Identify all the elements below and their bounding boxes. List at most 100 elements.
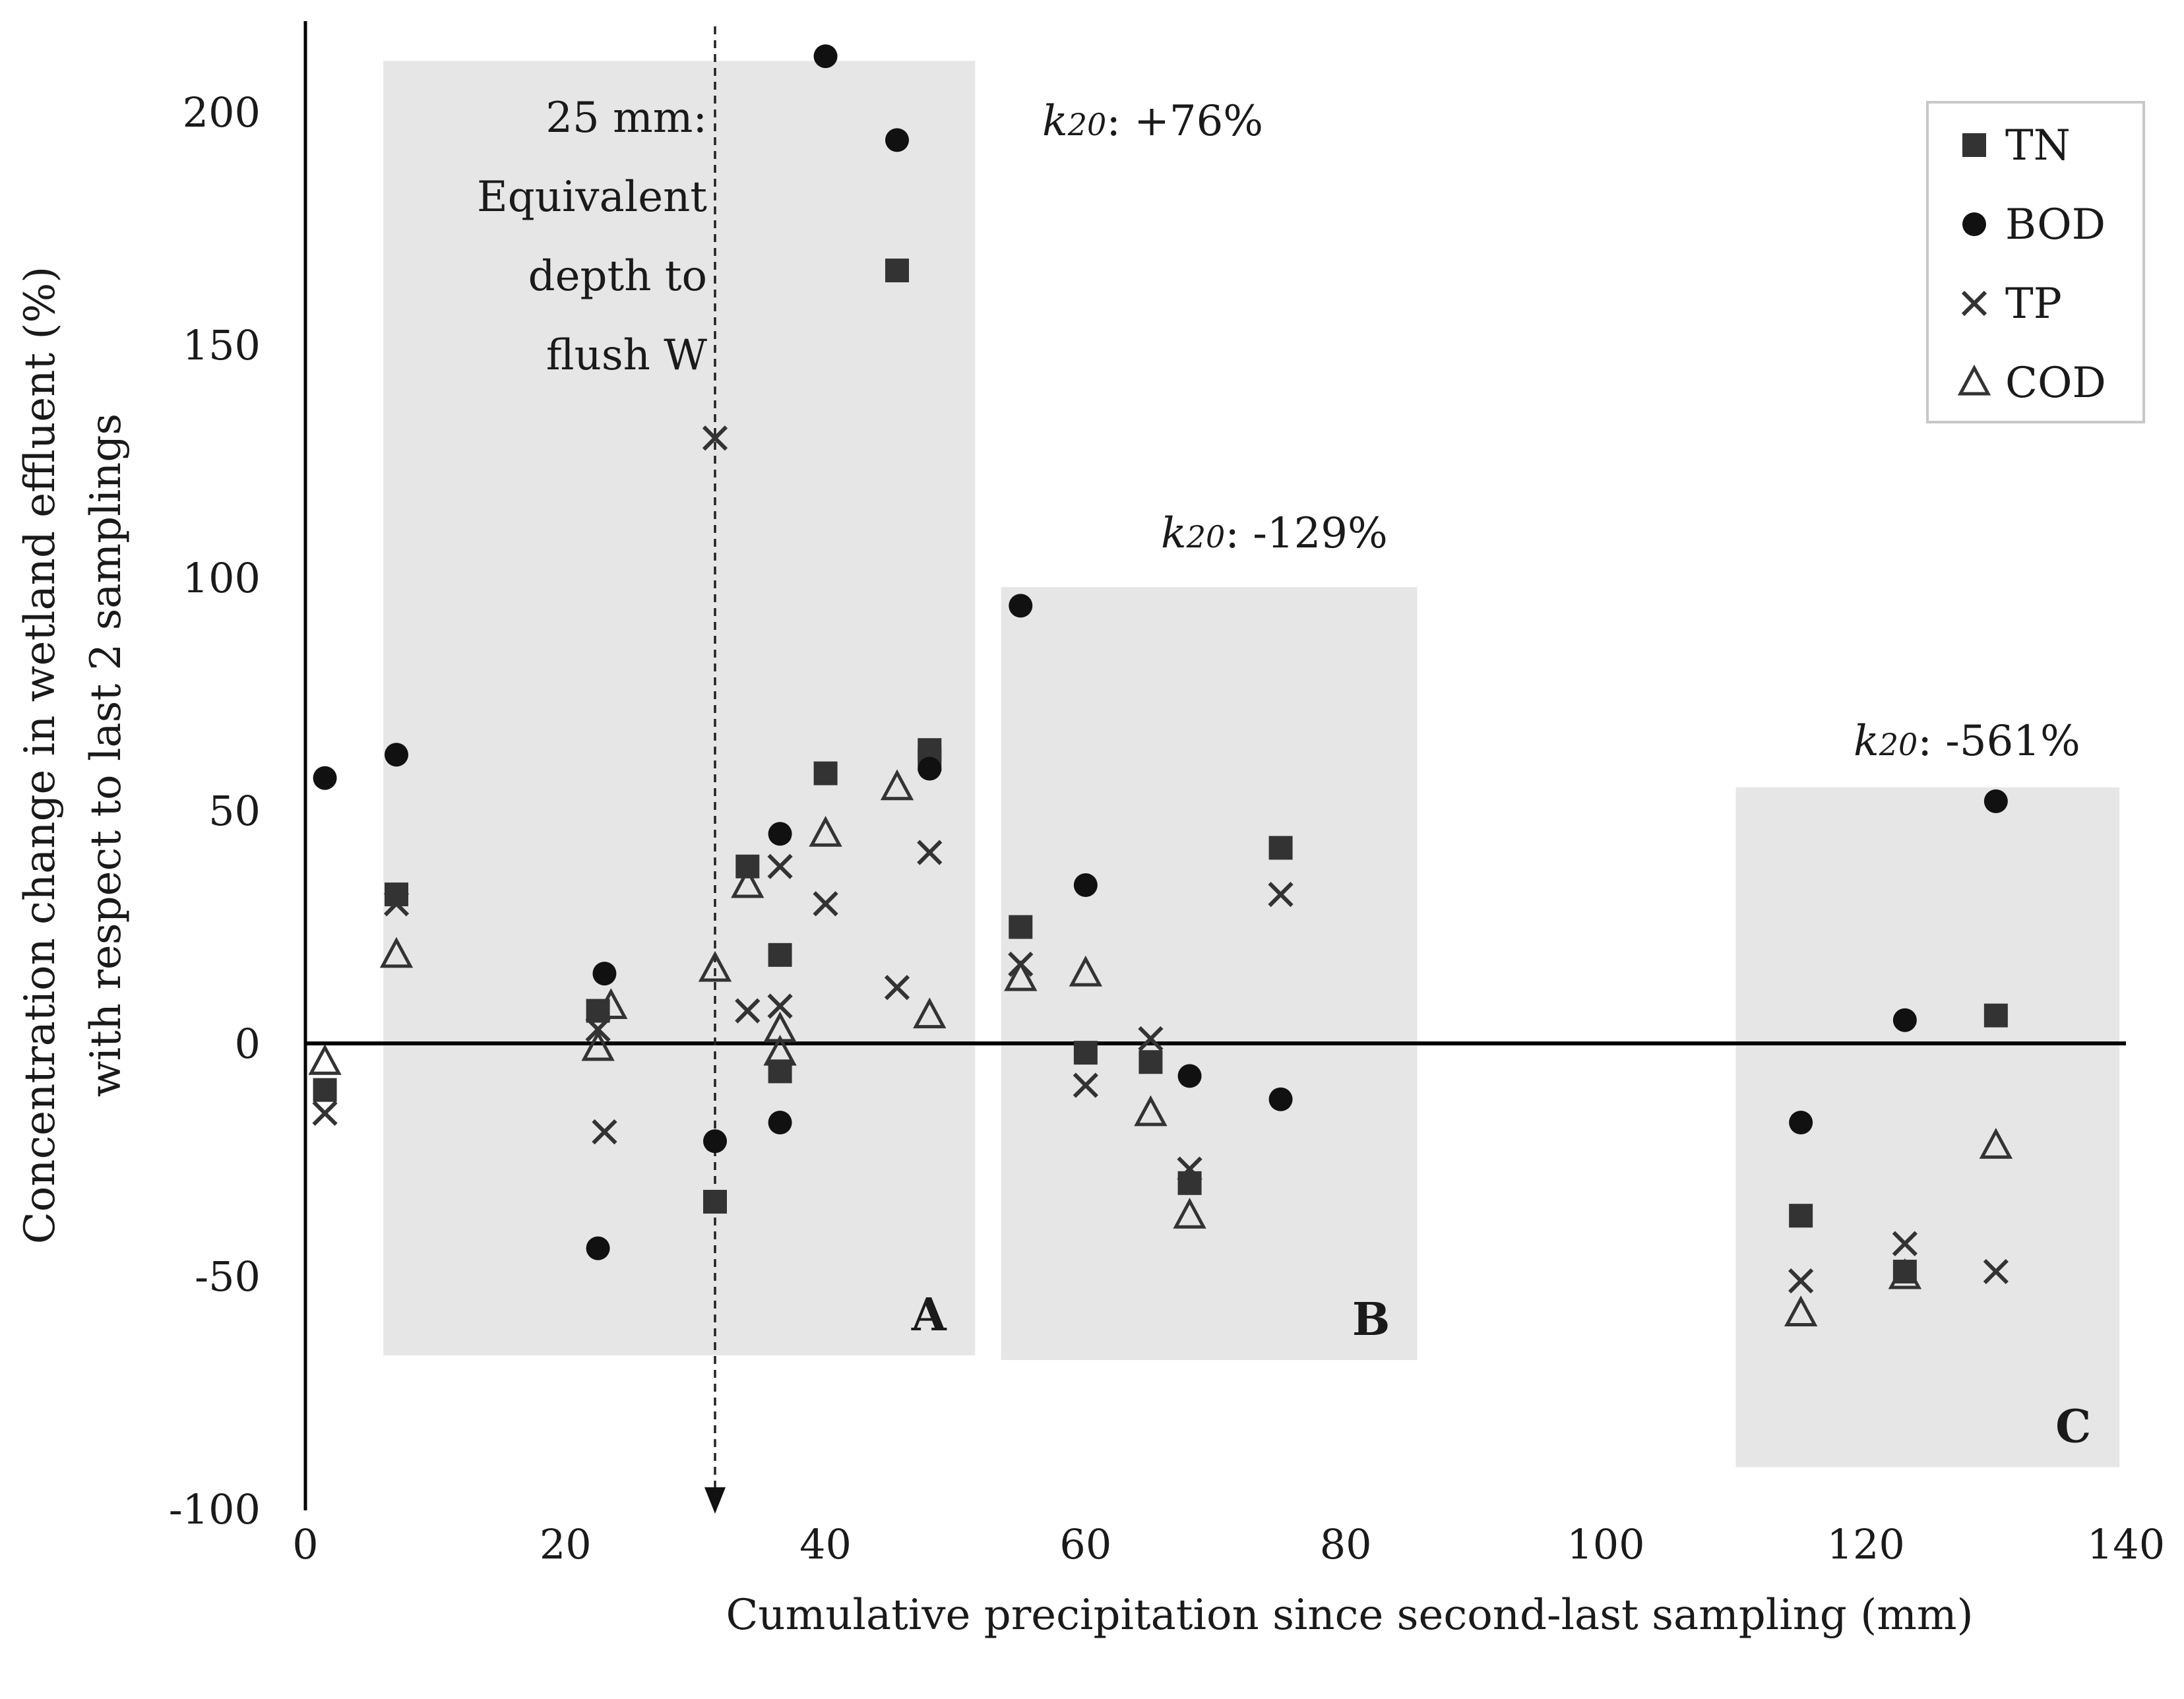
- tp-point: [1892, 1231, 1918, 1256]
- bod-point: [1892, 1008, 1917, 1032]
- legend-bod-label: BOD: [2005, 201, 2106, 249]
- cod-point: [1004, 960, 1038, 991]
- cod-point: [763, 1034, 797, 1066]
- tp-point: [585, 1016, 611, 1042]
- tick-labels: 0 20 40 60 80 100 120 140 -100 -50 0 50 100 150 200: [169, 88, 2165, 1568]
- tp-point: [813, 891, 838, 917]
- y-axis-title-line: Concentration change in wetland effluent…: [16, 266, 65, 1245]
- bod-point: [1073, 873, 1098, 897]
- cod-point: [1069, 955, 1103, 987]
- tp-point: [1073, 1072, 1098, 1098]
- bod-point: [1009, 594, 1033, 618]
- reference-label-line: flush W: [546, 331, 707, 380]
- bod-point: [768, 822, 792, 846]
- y-tick-label: 100: [183, 554, 261, 602]
- bod-point: [1983, 789, 2008, 813]
- bod-point: [768, 1111, 792, 1135]
- cod-point: [809, 816, 842, 847]
- cod-point: [1979, 1128, 2013, 1159]
- cod-point: [581, 1030, 615, 1061]
- cod-point: [698, 950, 732, 982]
- x-tick-label: 120: [1827, 1520, 1905, 1568]
- region-label-b: B: [1352, 1293, 1390, 1346]
- tp-point: [1138, 1026, 1164, 1052]
- bod-point: [592, 962, 617, 986]
- tp-point: [1983, 1258, 2009, 1285]
- cod-point: [913, 997, 947, 1029]
- bod-point: [1268, 1087, 1293, 1111]
- tn-point: [313, 1078, 337, 1102]
- tn-point: [1789, 1204, 1813, 1228]
- tn-point: [1073, 1041, 1098, 1065]
- tp-point: [767, 853, 793, 879]
- cod-point: [731, 867, 764, 898]
- bod-point: [1177, 1064, 1202, 1088]
- legend-tn-label: TN: [2005, 121, 2071, 170]
- tp-point: [312, 1100, 338, 1127]
- tp-point: [884, 975, 910, 1001]
- tn-point: [1139, 1050, 1163, 1074]
- bod-point: [918, 757, 942, 781]
- cod-point: [1784, 1295, 1818, 1326]
- region-label-c: C: [2055, 1400, 2091, 1453]
- cod-point: [1134, 1095, 1168, 1127]
- tp-point: [592, 1119, 617, 1145]
- legend-tp-label: TP: [2005, 280, 2062, 328]
- reference-arrow-head: [704, 1487, 726, 1514]
- x-tick-label: 100: [1567, 1520, 1644, 1568]
- tp-point: [1268, 881, 1294, 908]
- y-tick-label: -100: [169, 1485, 261, 1533]
- legend-cod-label: COD: [2005, 359, 2106, 408]
- legend: TN BOD TP COD: [1926, 101, 2145, 423]
- region-b: [1001, 587, 1418, 1361]
- tp-point: [1788, 1268, 1814, 1294]
- legend-tp-icon: [1961, 290, 1987, 317]
- tp-point: [767, 993, 793, 1019]
- tp-point: [917, 840, 943, 865]
- bod-point: [313, 766, 337, 790]
- x-tick-label: 20: [540, 1520, 592, 1568]
- reference-label-line: Equivalent: [477, 173, 707, 222]
- y-tick-label: -50: [195, 1252, 261, 1301]
- legend-bod-icon: [1962, 212, 1986, 236]
- x-axis-title: Cumulative precipitation since second-la…: [726, 1591, 1973, 1640]
- x-tick-label: 80: [1320, 1520, 1372, 1568]
- tn-point: [703, 1190, 727, 1214]
- legend-cod-icon: [1957, 364, 1991, 396]
- x-tick-label: 40: [799, 1520, 852, 1568]
- tn-point: [1009, 915, 1033, 939]
- tp-point: [383, 891, 410, 917]
- bod-point: [1789, 1111, 1813, 1135]
- bod-point: [885, 128, 909, 152]
- tn-point: [885, 259, 909, 283]
- reference-line-group: 25 mm: Equivalent depth to flush W: [477, 26, 726, 1514]
- tp-point: [702, 425, 728, 451]
- tn-point: [1268, 836, 1293, 860]
- y-axis-title-line: with respect to last 2 samplings: [82, 414, 131, 1097]
- tp-point: [735, 998, 761, 1024]
- reference-label-line: depth to: [528, 252, 707, 301]
- y-tick-label: 0: [235, 1020, 261, 1068]
- shaded-regions: [383, 61, 2120, 1467]
- k20-annotation-a: k20: +76%: [1042, 97, 1263, 146]
- cod-point: [880, 769, 914, 801]
- bod-point: [385, 743, 408, 767]
- region-a: [383, 61, 976, 1356]
- cod-point: [1173, 1197, 1206, 1229]
- axes: [303, 21, 2126, 1510]
- cod-point: [379, 937, 414, 968]
- tn-point: [1983, 1003, 2008, 1028]
- x-tick-label: 0: [292, 1520, 318, 1568]
- tn-point: [735, 854, 760, 879]
- reference-label-line: 25 mm:: [546, 94, 707, 142]
- bod-point: [813, 44, 838, 69]
- cod-point: [308, 1043, 342, 1075]
- x-tick-label: 140: [2087, 1520, 2165, 1568]
- data-marks: [308, 44, 2013, 1326]
- bod-point: [586, 1236, 610, 1260]
- cod-point: [594, 988, 628, 1020]
- k20-annotation-b: k20: -129%: [1161, 509, 1388, 558]
- y-tick-label: 50: [208, 787, 261, 835]
